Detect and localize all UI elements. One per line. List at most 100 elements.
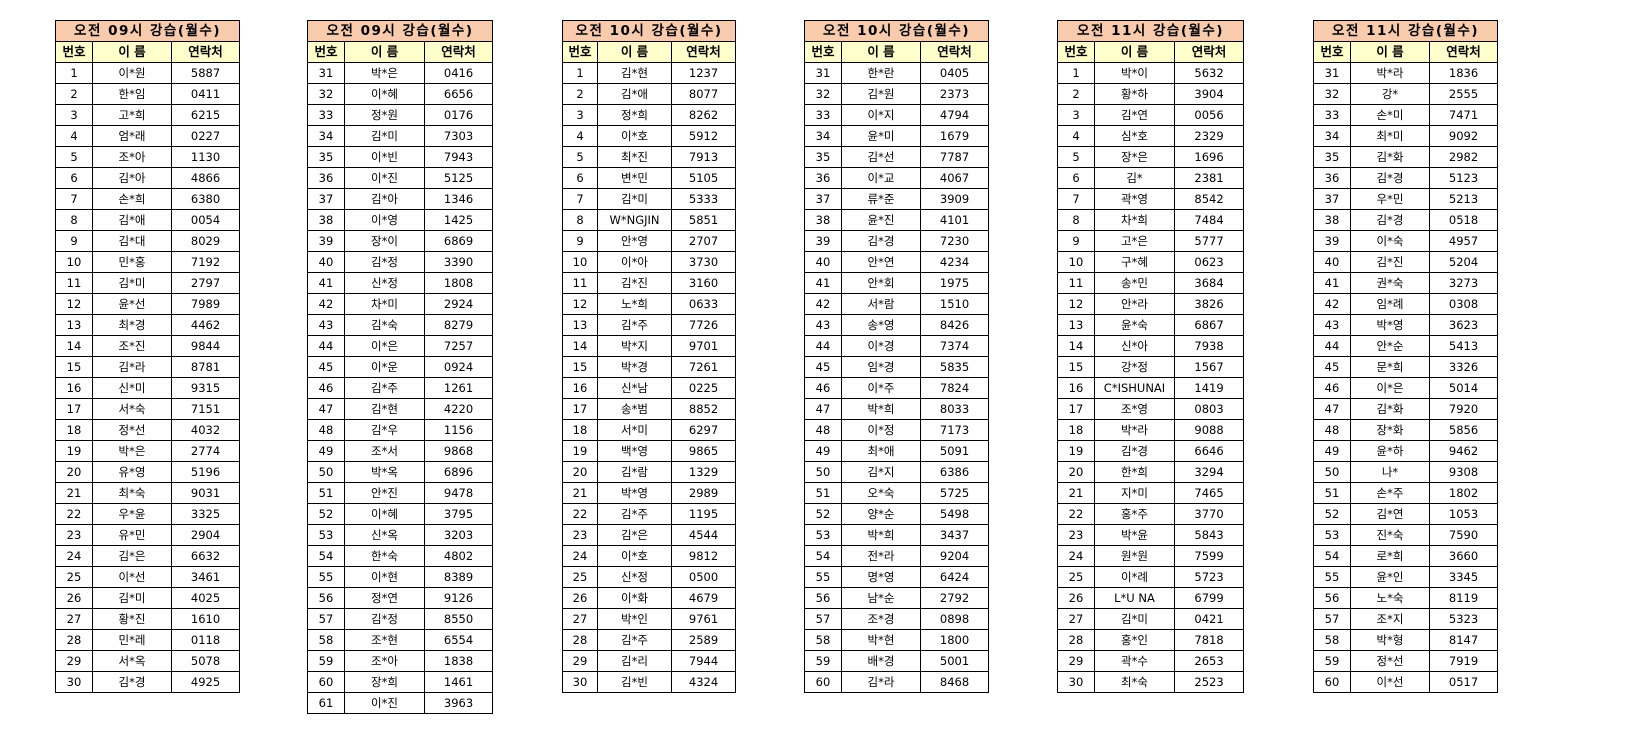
header-contact: 연락처 xyxy=(170,41,241,63)
table-row: 53 박*희 3437 xyxy=(804,524,990,546)
cell-name: 조*서 xyxy=(344,440,425,462)
cell-number: 37 xyxy=(1313,188,1351,210)
table-row: 9 고*은 5777 xyxy=(1057,230,1245,252)
cell-contact: 4957 xyxy=(1428,230,1499,252)
table-row: 26 이*화 4679 xyxy=(562,587,737,609)
cell-name: 김*미 xyxy=(92,587,172,609)
table-row: 24 이*호 9812 xyxy=(562,545,737,567)
cell-name: 이*운 xyxy=(344,356,425,378)
cell-name: 이*원 xyxy=(92,62,172,84)
cell-name: 지*미 xyxy=(1094,482,1175,504)
cell-number: 31 xyxy=(307,62,345,84)
cell-number: 38 xyxy=(804,209,842,231)
cell-contact: 9478 xyxy=(423,482,494,504)
cell-number: 37 xyxy=(804,188,842,210)
table-row: 51 손*주 1802 xyxy=(1313,482,1499,504)
cell-number: 43 xyxy=(804,314,842,336)
table-title: 오전 11시 강습(월수) xyxy=(1312,20,1499,42)
cell-number: 59 xyxy=(804,650,842,672)
cell-number: 40 xyxy=(804,251,842,273)
cell-name: 박*라 xyxy=(1094,419,1175,441)
table-row: 6 변*민 5105 xyxy=(562,167,737,189)
cell-name: 노*희 xyxy=(597,293,672,315)
cell-number: 20 xyxy=(1057,461,1095,483)
table-row: 25 신*정 0500 xyxy=(562,566,737,588)
cell-number: 53 xyxy=(307,524,345,546)
table-row: 2 황*하 3904 xyxy=(1057,83,1245,105)
cell-number: 3 xyxy=(562,104,598,126)
header-name: 이 름 xyxy=(597,41,672,63)
cell-number: 45 xyxy=(1313,356,1351,378)
cell-number: 7 xyxy=(562,188,598,210)
cell-number: 28 xyxy=(55,629,93,651)
cell-number: 51 xyxy=(804,482,842,504)
table-row: 40 김*정 3390 xyxy=(307,251,494,273)
cell-number: 33 xyxy=(1313,104,1351,126)
cell-name: 문*희 xyxy=(1350,356,1430,378)
cell-number: 57 xyxy=(1313,608,1351,630)
cell-contact: 9315 xyxy=(170,377,241,399)
cell-name: 서*람 xyxy=(841,293,921,315)
cell-name: 조*지 xyxy=(1350,608,1430,630)
cell-number: 2 xyxy=(562,83,598,105)
cell-number: 7 xyxy=(1057,188,1095,210)
cell-name: 명*영 xyxy=(841,566,921,588)
table-row: 28 홍*인 7818 xyxy=(1057,629,1245,651)
table-row: 31 박*라 1836 xyxy=(1313,62,1499,84)
table-row: 8 김*애 0054 xyxy=(55,209,241,231)
cell-contact: 0517 xyxy=(1428,671,1499,693)
table-row: 50 박*옥 6896 xyxy=(307,461,494,483)
cell-number: 3 xyxy=(55,104,93,126)
cell-number: 50 xyxy=(307,461,345,483)
table-row: 24 원*원 7599 xyxy=(1057,545,1245,567)
cell-number: 54 xyxy=(804,545,842,567)
cell-number: 22 xyxy=(562,503,598,525)
cell-name: 이*은 xyxy=(344,335,425,357)
cell-contact: 0411 xyxy=(170,83,241,105)
cell-name: 신*아 xyxy=(1094,335,1175,357)
table-row: 51 오*숙 5725 xyxy=(804,482,990,504)
cell-contact: 1156 xyxy=(423,419,494,441)
cell-contact: 0633 xyxy=(670,293,737,315)
cell-number: 57 xyxy=(307,608,345,630)
table-row: 9 안*영 2707 xyxy=(562,230,737,252)
table-row: 30 김*경 4925 xyxy=(55,671,241,693)
cell-contact: 5912 xyxy=(670,125,737,147)
cell-contact: 7192 xyxy=(170,251,241,273)
cell-name: 박*윤 xyxy=(1094,524,1175,546)
table-row: 32 이*혜 6656 xyxy=(307,83,494,105)
table-row: 24 김*은 6632 xyxy=(55,545,241,567)
table-row: 47 박*희 8033 xyxy=(804,398,990,420)
cell-contact: 9844 xyxy=(170,335,241,357)
cell-contact: 1130 xyxy=(170,146,241,168)
cell-name: 최*경 xyxy=(92,314,172,336)
cell-name: 최*애 xyxy=(841,440,921,462)
table-title-row: 오전 10시 강습(월수) xyxy=(803,20,990,42)
cell-name: 조*영 xyxy=(1094,398,1175,420)
cell-contact: 2792 xyxy=(919,587,990,609)
table-row: 35 이*빈 7943 xyxy=(307,146,494,168)
cell-contact: 9308 xyxy=(1428,461,1499,483)
cell-number: 2 xyxy=(1057,83,1095,105)
cell-contact: 1567 xyxy=(1173,356,1245,378)
cell-number: 55 xyxy=(804,566,842,588)
cell-contact: 5014 xyxy=(1428,377,1499,399)
cell-name: 황*진 xyxy=(92,608,172,630)
cell-name: 신*남 xyxy=(597,377,672,399)
cell-contact: 7261 xyxy=(670,356,737,378)
table-row: 29 서*옥 5078 xyxy=(55,650,241,672)
cell-number: 23 xyxy=(55,524,93,546)
table-row: 28 김*주 2589 xyxy=(562,629,737,651)
table-row: 23 박*윤 5843 xyxy=(1057,524,1245,546)
table-row: 54 전*라 9204 xyxy=(804,545,990,567)
cell-contact: 8147 xyxy=(1428,629,1499,651)
cell-name: 조*아 xyxy=(92,146,172,168)
roster-table: 오전 10시 강습(월수) 번호 이 름 연락처 1 김*현 1237 2 김*애 8077 3 정*… xyxy=(561,20,737,693)
cell-name: 한*임 xyxy=(92,83,172,105)
cell-number: 23 xyxy=(1057,524,1095,546)
cell-name: 손*주 xyxy=(1350,482,1430,504)
cell-name: 윤*하 xyxy=(1350,440,1430,462)
cell-name: 장*희 xyxy=(344,671,425,693)
cell-number: 47 xyxy=(1313,398,1351,420)
cell-number: 35 xyxy=(307,146,345,168)
